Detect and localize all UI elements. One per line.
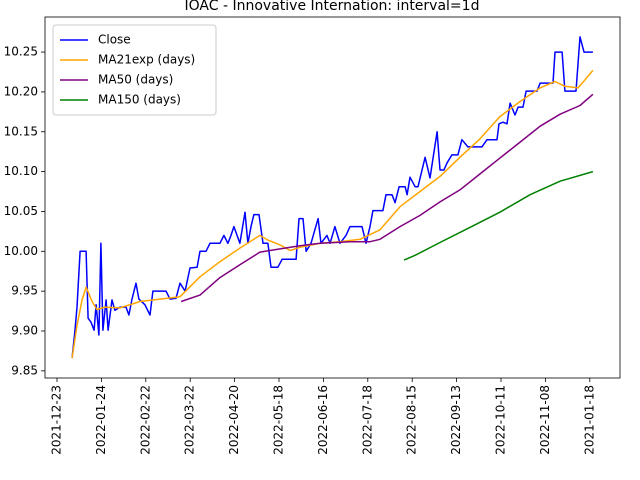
x-tick-label: 2022-11-08 — [538, 385, 552, 455]
x-tick-label: 2022-05-18 — [271, 385, 285, 455]
y-tick-label: 9.85 — [11, 363, 38, 377]
line-series — [71, 69, 594, 359]
y-tick-label: 9.90 — [11, 323, 38, 337]
x-tick-label: 2021-12-23 — [49, 385, 63, 455]
y-tick-label: 10.10 — [4, 164, 38, 178]
line-series — [71, 36, 593, 359]
y-tick-label: 9.95 — [11, 284, 38, 298]
y-tick-label: 10.15 — [4, 124, 38, 138]
y-tick-label: 10.05 — [4, 204, 38, 218]
x-tick-label: 2022-03-22 — [183, 385, 197, 455]
legend-label: MA21exp (days) — [98, 53, 195, 67]
x-tick-label: 2022-01-24 — [94, 385, 108, 455]
x-tick-label: 2022-04-20 — [227, 385, 241, 455]
chart-title: IOAC - Innovative Internation: interval=… — [185, 0, 480, 14]
x-tick-label: 2022-02-22 — [138, 385, 152, 455]
x-tick-label: 2022-08-15 — [405, 385, 419, 455]
line-series — [403, 170, 594, 261]
x-tick-label: 2022-10-11 — [494, 385, 508, 455]
legend: Close MA21exp (days) MA50 (days) MA150 (day… — [52, 24, 217, 116]
legend-label: MA150 (days) — [98, 93, 181, 107]
y-tick-label: 10.00 — [4, 244, 38, 258]
x-tick-label: 2022-07-18 — [360, 385, 374, 455]
x-tick-label: 2022-06-16 — [316, 385, 330, 455]
x-tick-label: 2022-09-13 — [449, 385, 463, 455]
line-series — [180, 93, 594, 303]
legend-label: MA50 (days) — [98, 73, 173, 87]
legend-label: Close — [98, 33, 131, 47]
x-tick-label: 2021-01-18 — [582, 385, 596, 455]
plot-frame — [44, 16, 621, 379]
y-tick-label: 10.25 — [4, 45, 38, 59]
legend-box — [52, 24, 217, 116]
y-tick-label: 10.20 — [4, 84, 38, 98]
